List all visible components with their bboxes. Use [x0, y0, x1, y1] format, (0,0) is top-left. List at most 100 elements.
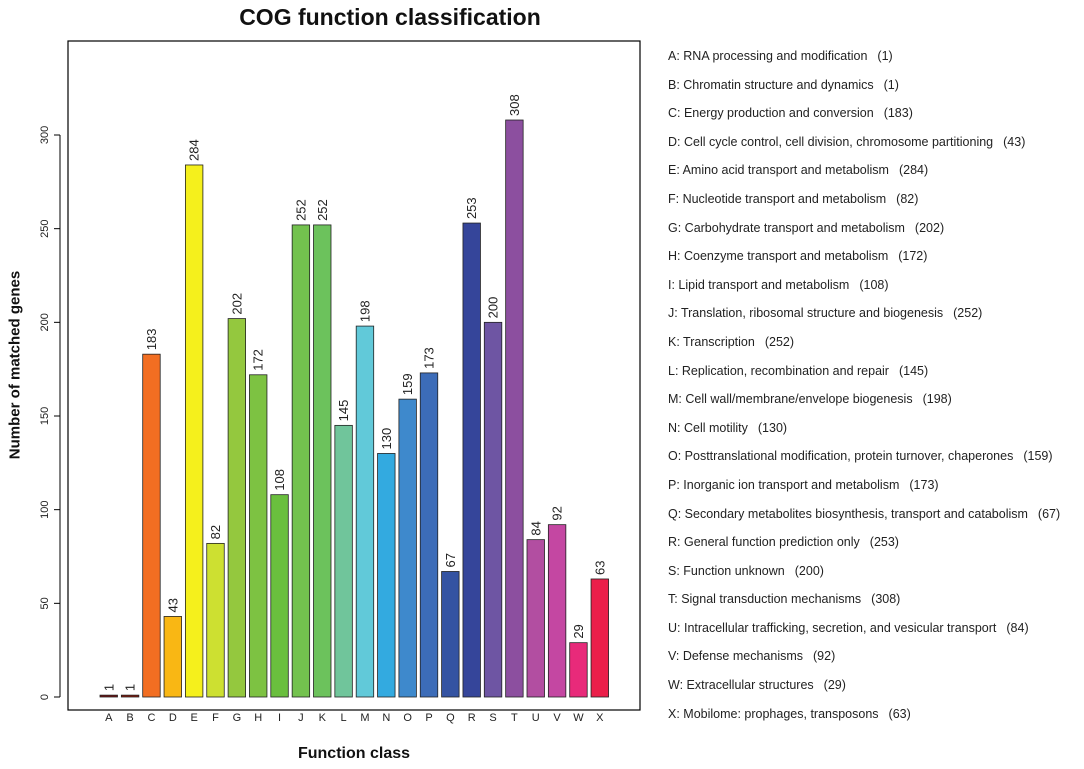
legend-item: E: Amino acid transport and metabolism (2…	[668, 160, 1078, 189]
bar-b	[120, 694, 140, 698]
legend-item-count: (183)	[883, 106, 913, 121]
y-tick-label: 150	[39, 407, 51, 425]
y-tick-label: 0	[39, 694, 51, 700]
data-label: 43	[165, 598, 180, 612]
data-label: 253	[464, 197, 479, 219]
data-label: 63	[592, 561, 607, 575]
legend-item-count: (202)	[914, 220, 945, 235]
legend-item-count: (200)	[794, 563, 824, 578]
x-tick-label: K	[319, 712, 327, 724]
x-tick-label: S	[489, 712, 496, 724]
legend-item-label: R: General function prediction only	[668, 535, 860, 550]
legend-item: A: RNA processing and modification (1)	[668, 46, 1078, 75]
legend-item: T: Signal transduction mechanisms (308)	[668, 589, 1078, 618]
bar-s	[483, 321, 503, 698]
legend-item-count: (172)	[898, 249, 928, 264]
x-tick-label: C	[147, 712, 155, 724]
bar-l	[334, 424, 353, 698]
legend-item: V: Defense mechanisms (92)	[668, 646, 1078, 675]
y-tick-label: 300	[39, 126, 51, 144]
chart-title: COG function classification	[239, 4, 541, 30]
bar-w	[569, 642, 588, 698]
data-label: 198	[357, 300, 372, 322]
bar-p	[419, 372, 439, 698]
bar-i	[270, 494, 289, 698]
legend-item: P: Inorganic ion transport and metabolis…	[668, 475, 1078, 504]
legend-item-count: (63)	[888, 706, 911, 721]
y-tick-label: 100	[39, 500, 51, 518]
data-label: 108	[272, 469, 287, 491]
legend-item-label: U: Intracellular trafficking, secretion,…	[668, 620, 997, 635]
x-tick-label: L	[341, 712, 347, 724]
x-tick-label: V	[553, 712, 561, 724]
y-axis-label: Number of matched genes	[6, 270, 24, 460]
x-tick-label: I	[278, 712, 281, 724]
bar-q	[441, 571, 460, 698]
legend-item-label: F: Nucleotide transport and metabolism	[668, 191, 887, 206]
legend-item-count: (67)	[1037, 506, 1061, 521]
bar-x	[590, 578, 609, 698]
x-tick-label: T	[511, 712, 518, 724]
x-tick-label: P	[425, 712, 432, 724]
legend-item: W: Extracellular structures (29)	[668, 675, 1078, 704]
legend-item-count: (252)	[953, 306, 983, 321]
legend-item: Q: Secondary metabolites biosynthesis, t…	[668, 504, 1078, 533]
bar-g	[227, 318, 247, 698]
x-tick-label: W	[573, 712, 584, 724]
y-tick-label: 200	[39, 313, 51, 331]
bar-n	[377, 453, 396, 698]
legend-item-label: Q: Secondary metabolites biosynthesis, t…	[668, 506, 1028, 521]
legend-item-count: (173)	[909, 477, 939, 492]
bar-f	[206, 542, 225, 698]
legend-item-label: V: Defense mechanisms	[668, 649, 804, 664]
bar-j	[291, 224, 311, 698]
legend-item: D: Cell cycle control, cell division, ch…	[668, 132, 1078, 161]
x-tick-label: Q	[446, 712, 455, 724]
bar-v	[547, 524, 567, 698]
legend-item-count: (108)	[859, 277, 889, 292]
legend-item: B: Chromatin structure and dynamics (1)	[668, 75, 1078, 104]
x-tick-label: X	[596, 712, 604, 724]
legend-item-label: E: Amino acid transport and metabolism	[668, 163, 889, 178]
bar-t	[505, 119, 524, 698]
bar-h	[249, 374, 268, 698]
legend-item: S: Function unknown (200)	[668, 561, 1078, 590]
data-label: 308	[507, 94, 522, 116]
x-tick-label: M	[360, 712, 369, 724]
legend-item-label: T: Signal transduction mechanisms	[668, 592, 862, 607]
bar-m	[355, 325, 375, 698]
legend-item-label: C: Energy production and conversion	[668, 106, 874, 121]
data-label: 67	[443, 553, 458, 567]
legend: A: RNA processing and modification (1) B: …	[668, 46, 1078, 732]
legend-item: K: Transcription (252)	[668, 332, 1078, 361]
legend-item-count: (252)	[764, 334, 795, 349]
legend-item-label: K: Transcription	[668, 334, 755, 349]
x-tick-label: D	[169, 712, 177, 724]
legend-item: M: Cell wall/membrane/envelope biogenesi…	[668, 389, 1078, 418]
x-tick-label: U	[532, 712, 540, 724]
legend-item-label: B: Chromatin structure and dynamics	[668, 77, 874, 92]
legend-item: G: Carbohydrate transport and metabolism…	[668, 218, 1078, 247]
legend-item-label: S: Function unknown	[668, 563, 785, 578]
legend-item-label: I: Lipid transport and metabolism	[668, 277, 850, 292]
legend-item-count: (82)	[896, 191, 919, 206]
data-label: 183	[144, 328, 159, 350]
data-label: 29	[571, 624, 586, 638]
x-tick-label: B	[126, 712, 133, 724]
legend-item-count: (29)	[823, 678, 846, 693]
x-axis-label: Function class	[297, 745, 411, 762]
legend-item-label: L: Replication, recombination and repair	[668, 363, 889, 378]
legend-item: C: Energy production and conversion (183)	[668, 103, 1078, 132]
data-label: 252	[315, 199, 330, 221]
legend-item: N: Cell motility (130)	[668, 418, 1078, 447]
legend-item-count: (159)	[1023, 449, 1053, 464]
data-label: 200	[486, 297, 501, 319]
legend-item-label: X: Mobilome: prophages, transposons	[668, 706, 879, 721]
data-label: 145	[336, 400, 351, 422]
x-tick-label: H	[254, 712, 262, 724]
data-label: 130	[379, 428, 394, 450]
legend-item-label: M: Cell wall/membrane/envelope biogenesi…	[668, 392, 913, 407]
legend-item-count: (253)	[869, 535, 899, 550]
data-label: 159	[400, 373, 415, 395]
